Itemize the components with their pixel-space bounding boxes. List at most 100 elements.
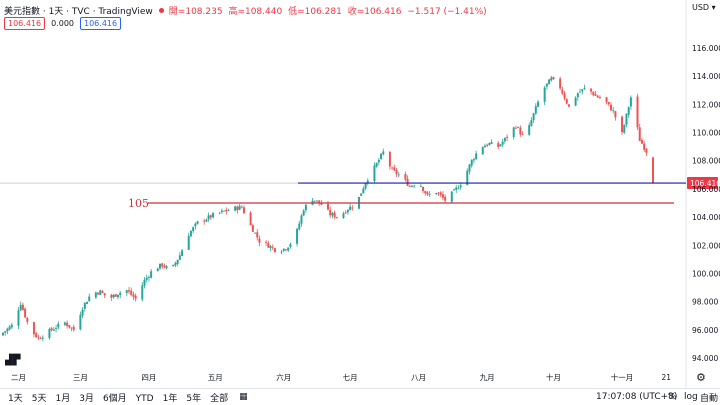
candlestick-chart[interactable]: 105 106.416 94.000 96.000 98.000 100.000 102.…	[0, 0, 720, 388]
candle-body-144	[444, 196, 447, 201]
candle-body-194	[598, 97, 601, 99]
candle-body-134	[413, 185, 416, 187]
candle-body-199	[614, 111, 617, 118]
candle-body-141	[437, 192, 440, 194]
candle-body-204	[629, 97, 632, 107]
candle-body-149	[459, 185, 462, 188]
candle-body-92	[284, 249, 287, 251]
candle-body-94	[289, 244, 292, 247]
candle-body-103	[318, 200, 321, 204]
candle-body-161	[499, 144, 502, 147]
candle-body-104	[320, 202, 323, 205]
buy-price-badge[interactable]: 106.416	[80, 17, 122, 30]
candle-body-0	[2, 332, 4, 336]
y-tick-label-3: 100.000	[692, 269, 720, 278]
x-tick-label-6: 八月	[411, 373, 426, 382]
change-value: −1.517 (−1.41%)	[407, 6, 487, 17]
candle-body-177	[548, 79, 551, 85]
candle-body-122	[377, 159, 380, 163]
timeframe-0[interactable]: 1天	[8, 393, 23, 404]
currency-selector[interactable]: USD ▾	[692, 3, 716, 12]
ohlc-values: 開=108.235 高=108.440 低=106.281 收=106.416 …	[169, 4, 490, 17]
sell-price-badge[interactable]: 106.416	[4, 17, 46, 30]
candle-body-152	[470, 159, 473, 166]
candle-body-168	[519, 127, 522, 135]
candle-body-132	[408, 186, 411, 187]
timeframe-8[interactable]: 全部	[210, 393, 229, 404]
candle-body-55	[172, 264, 175, 267]
candle-body-77	[238, 206, 241, 210]
timeframe-7[interactable]: 5年	[186, 393, 202, 404]
candle-body-180	[559, 78, 562, 89]
y-axis-ticks: 94.000 96.000 98.000 100.000 102.000 104.000 1…	[692, 44, 720, 363]
candle-body-171	[530, 120, 533, 126]
x-tick-label-2: 四月	[141, 373, 156, 382]
candle-body-32	[99, 290, 102, 296]
candle-body-46	[143, 279, 146, 286]
candle-body-107	[331, 213, 334, 216]
candle-body-126	[391, 167, 394, 169]
x-tick-label-10: 21	[661, 373, 671, 382]
candle-body-49	[150, 271, 153, 278]
candle-body-61	[189, 231, 192, 237]
candle-body-79	[242, 207, 245, 214]
candle-body-163	[503, 137, 506, 142]
candle-body-11	[35, 333, 38, 338]
candle-body-76	[236, 206, 239, 211]
candle-body-90	[280, 251, 283, 253]
clock-readout[interactable]: 17:07:08 (UTC+8)	[596, 392, 678, 402]
last-price-label: 106.416	[690, 179, 720, 188]
y-tick-label-9: 112.000	[692, 100, 720, 109]
calendar-icon[interactable]: ▦	[239, 392, 248, 402]
candle-body-143	[441, 194, 444, 198]
candle-body-206	[638, 127, 641, 141]
symbol-title[interactable]: 美元指數 · 1天 · TVC · TradingView	[4, 6, 153, 17]
candle-body-50	[156, 268, 159, 272]
timeframe-5[interactable]: YTD	[135, 393, 154, 404]
auto-scale-toggle[interactable]: 自動	[700, 393, 719, 404]
candle-body-129	[397, 174, 400, 176]
candle-body-133	[411, 185, 414, 187]
candle-body-162	[501, 141, 504, 145]
candle-body-15	[48, 328, 51, 339]
candle-body-36	[112, 294, 115, 298]
candle-body-64	[196, 221, 199, 224]
candle-body-165	[512, 127, 515, 137]
candle-body-47	[145, 277, 148, 280]
y-tick-label-2: 98.000	[692, 298, 718, 307]
candle-body-1	[4, 331, 7, 333]
candle-body-172	[532, 113, 535, 121]
timeframe-2[interactable]: 1月	[55, 393, 71, 404]
candle-body-97	[300, 215, 303, 224]
timeframe-4[interactable]: 6個月	[102, 393, 127, 404]
candle-body-123	[380, 153, 383, 160]
candle-body-9	[26, 317, 29, 322]
candle-body-62	[192, 227, 195, 232]
candle-body-166	[514, 127, 517, 129]
candle-body-153	[472, 159, 475, 161]
candle-body-87	[269, 246, 272, 248]
gear-icon[interactable]: ⚙	[696, 371, 706, 384]
log-toggle[interactable]: log	[684, 392, 698, 402]
timeframe-3[interactable]: 3月	[79, 393, 94, 404]
percent-toggle[interactable]: %	[668, 392, 677, 402]
candle-body-39	[119, 292, 122, 295]
candle-body-52	[161, 263, 164, 267]
candle-body-182	[563, 93, 566, 99]
candle-body-112	[346, 209, 349, 213]
candle-body-35	[110, 294, 113, 298]
candle-body-93	[287, 247, 290, 251]
x-tick-label-9: 十一月	[611, 372, 634, 382]
timeframe-6[interactable]: 1年	[162, 393, 178, 404]
candle-body-89	[273, 248, 276, 252]
candle-body-74	[227, 210, 230, 212]
y-tick-label-8: 110.000	[692, 129, 720, 138]
candle-body-27	[83, 302, 86, 309]
timeframe-1[interactable]: 5天	[31, 393, 47, 404]
candle-body-154	[475, 153, 478, 160]
candle-body-179	[552, 77, 555, 79]
candle-body-43	[132, 294, 135, 297]
candle-body-108	[333, 212, 336, 218]
candle-body-20	[63, 322, 66, 325]
candle-body-5	[17, 310, 20, 326]
